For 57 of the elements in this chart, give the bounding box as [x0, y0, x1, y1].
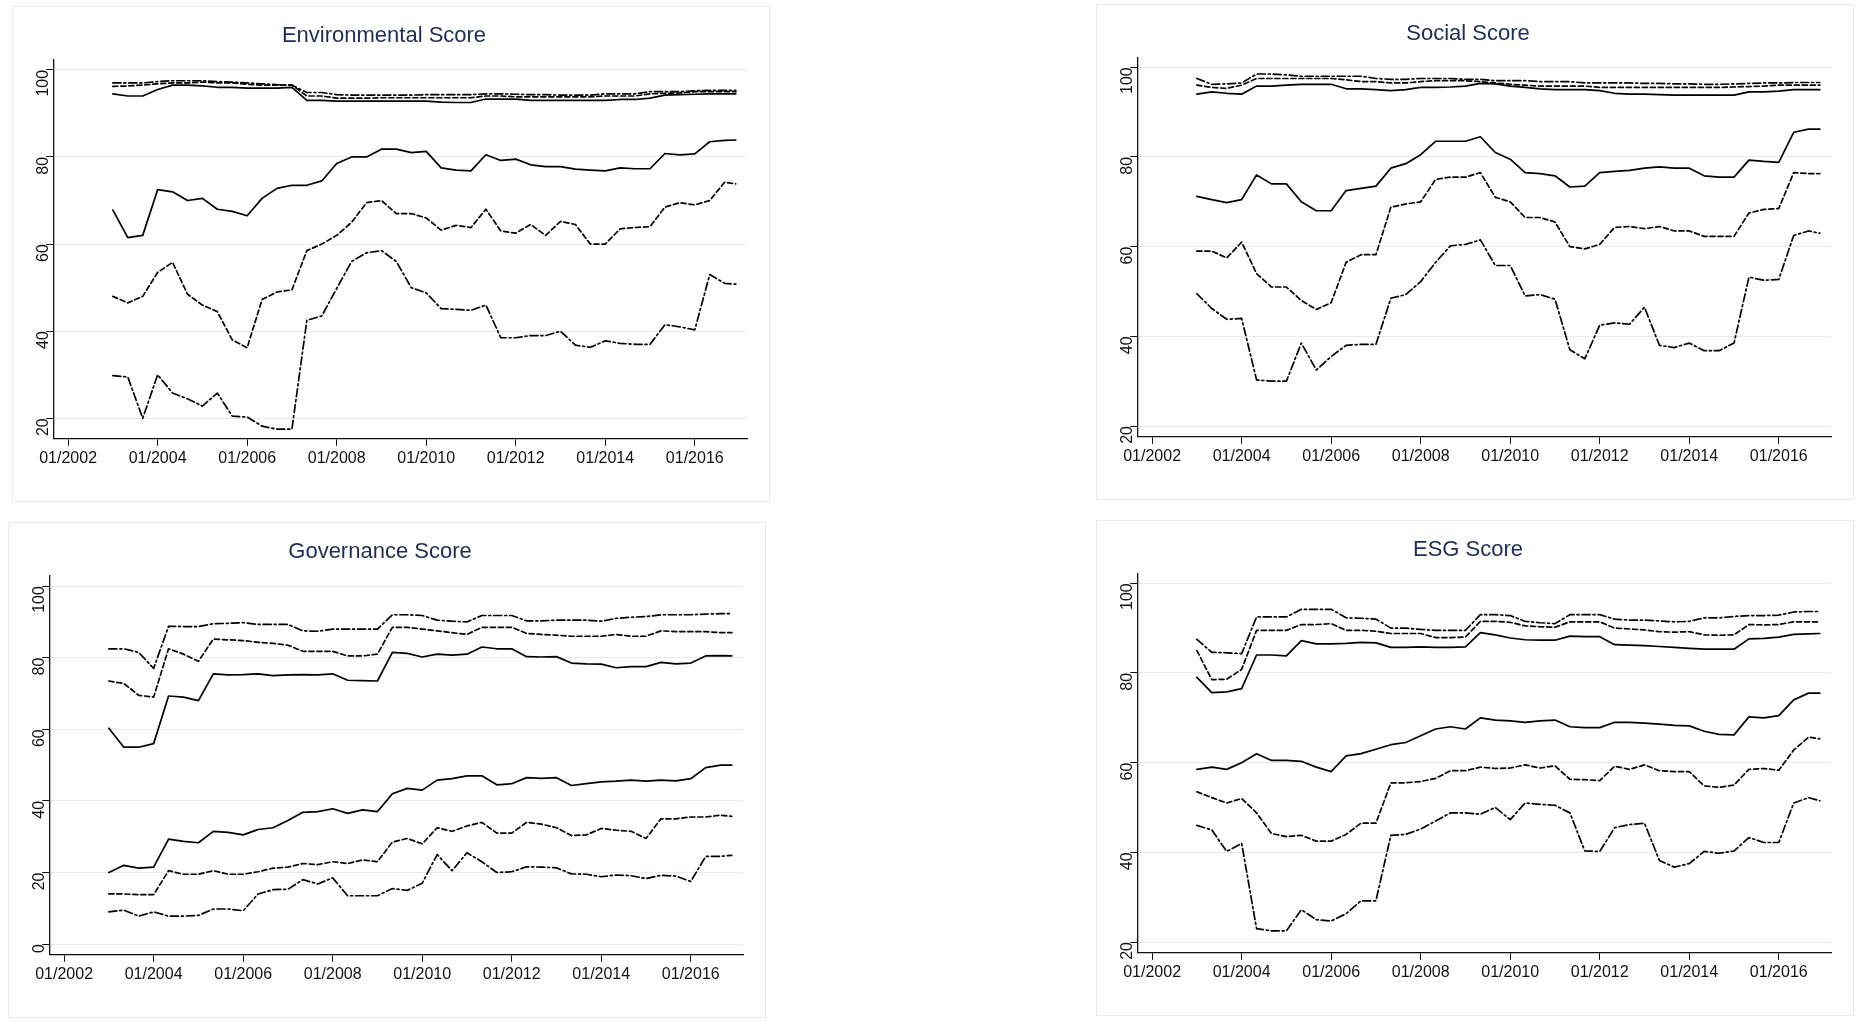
x-tick-label: 01/2010: [393, 964, 452, 982]
x-tick-label: 01/2016: [1749, 962, 1808, 980]
y-tick-label: 40: [1117, 852, 1135, 871]
x-tick-label: 01/2012: [482, 964, 541, 982]
y-tick-label: 20: [1117, 425, 1135, 444]
x-tick-label: 01/2010: [1481, 446, 1540, 464]
y-tick-label: 40: [33, 331, 51, 350]
x-tick-label: 01/2002: [35, 964, 94, 982]
x-tick-label: 01/2008: [1391, 962, 1450, 980]
x-tick-label: 01/2014: [1660, 446, 1719, 464]
x-tick-label: 01/2014: [572, 964, 631, 982]
chart-title: ESG Score: [1412, 536, 1524, 562]
x-tick-label: 01/2004: [1212, 446, 1271, 464]
x-tick-label: 01/2004: [128, 448, 187, 466]
x-tick-label: 01/2002: [1123, 962, 1182, 980]
y-tick-label: 20: [29, 872, 47, 891]
y-tick-label: 20: [1117, 941, 1135, 960]
x-tick-label: 01/2004: [124, 964, 183, 982]
x-tick-label: 01/2016: [661, 964, 720, 982]
x-tick-label: 01/2006: [214, 964, 273, 982]
x-tick-label: 01/2006: [1302, 446, 1361, 464]
y-tick-label: 100: [1117, 67, 1135, 94]
x-tick-label: 01/2012: [486, 448, 545, 466]
x-tick-label: 01/2014: [576, 448, 635, 466]
x-tick-label: 01/2012: [1570, 446, 1629, 464]
x-tick-label: 01/2002: [1123, 446, 1182, 464]
chart-title: Governance Score: [288, 538, 472, 564]
x-tick-label: 01/2008: [307, 448, 366, 466]
x-tick-label: 01/2010: [1481, 962, 1540, 980]
x-tick-label: 01/2006: [218, 448, 277, 466]
x-tick-label: 01/2004: [1212, 962, 1271, 980]
y-tick-label: 40: [1117, 336, 1135, 355]
y-tick-label: 0: [29, 943, 47, 953]
y-tick-label: 60: [1117, 762, 1135, 781]
y-tick-label: 60: [33, 243, 51, 262]
x-tick-label: 01/2006: [1302, 962, 1361, 980]
y-tick-label: 100: [29, 586, 47, 613]
y-tick-label: 80: [1117, 156, 1135, 175]
y-tick-label: 20: [33, 418, 51, 437]
x-tick-label: 01/2012: [1570, 962, 1629, 980]
y-tick-label: 60: [29, 729, 47, 748]
y-tick-label: 80: [1117, 672, 1135, 691]
y-tick-label: 100: [33, 69, 51, 97]
y-tick-label: 40: [29, 800, 47, 819]
y-tick-label: 100: [1117, 583, 1135, 610]
x-tick-label: 01/2008: [303, 964, 362, 982]
y-tick-label: 80: [29, 657, 47, 676]
x-tick-label: 01/2016: [1749, 446, 1808, 464]
x-tick-label: 01/2014: [1660, 962, 1719, 980]
x-tick-label: 01/2008: [1391, 446, 1450, 464]
y-tick-label: 80: [33, 156, 51, 175]
x-tick-label: 01/2010: [397, 448, 456, 466]
chart-title: Environmental Score: [281, 22, 487, 48]
x-tick-label: 01/2016: [665, 448, 724, 466]
chart-title: Social Score: [1406, 20, 1530, 46]
y-tick-label: 60: [1117, 246, 1135, 265]
x-tick-label: 01/2002: [39, 448, 98, 466]
